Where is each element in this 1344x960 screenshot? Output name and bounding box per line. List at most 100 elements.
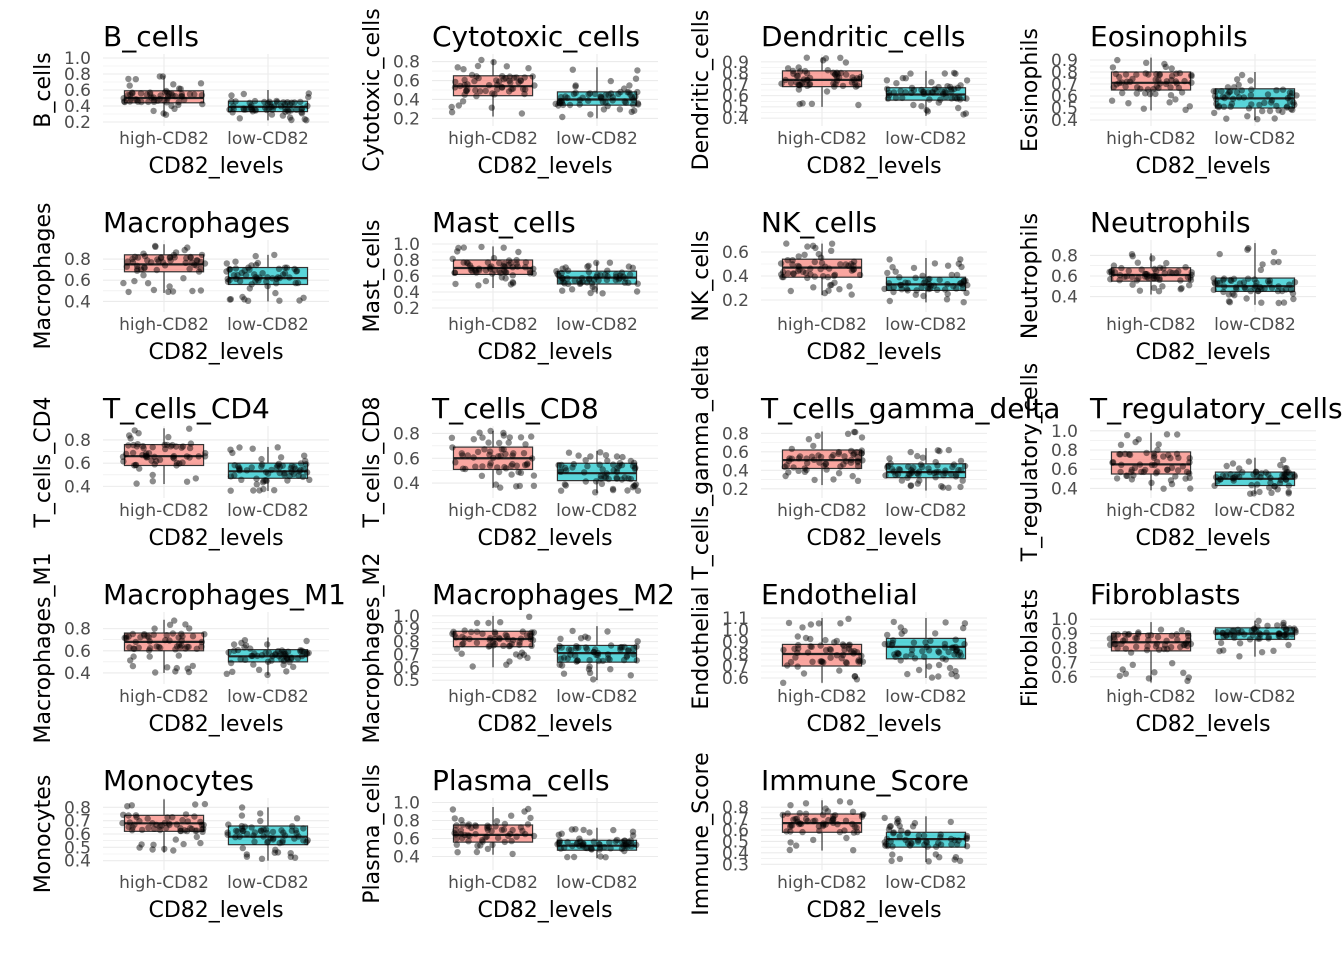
jitter-point [486, 462, 494, 469]
jitter-point [1275, 258, 1282, 266]
jitter-point [508, 640, 515, 648]
jitter-point [593, 651, 600, 659]
jitter-point [492, 823, 499, 830]
jitter-point [846, 283, 853, 290]
jitter-point [1188, 269, 1195, 276]
y-tick-label: 0.6 [1051, 460, 1078, 480]
jitter-point [255, 666, 263, 673]
jitter-point [178, 93, 186, 100]
jitter-point [457, 827, 465, 834]
jitter-point [463, 87, 470, 95]
jitter-point [476, 267, 483, 274]
jitter-point [186, 265, 193, 273]
jitter-point [236, 278, 244, 285]
box-high [781, 70, 863, 88]
jitter-point [914, 452, 921, 460]
jitter-point [1248, 101, 1255, 108]
jitter-point [1155, 288, 1163, 295]
jitter-point [297, 460, 305, 467]
panel-title: T_cells_CD8 [431, 392, 599, 425]
jitter-point [248, 281, 255, 288]
jitter-point [131, 277, 138, 285]
jitter-point [133, 267, 141, 274]
jitter-point [1181, 77, 1188, 85]
jitter-point [950, 283, 957, 290]
jitter-point [133, 443, 141, 450]
jitter-point [623, 653, 630, 660]
jitter-point [618, 269, 626, 276]
jitter-point [473, 73, 480, 80]
jitter-point [902, 89, 909, 96]
jitter-point [176, 460, 183, 467]
jitter-point [963, 77, 971, 84]
jitter-point [165, 288, 172, 295]
jitter-point [841, 646, 848, 653]
jitter-point [1168, 76, 1175, 84]
jitter-point [155, 643, 163, 651]
jitter-point [1229, 95, 1237, 103]
jitter-point [157, 644, 164, 652]
jitter-point [201, 631, 208, 638]
jitter-point [575, 644, 582, 651]
jitter-point [942, 656, 949, 663]
jitter-point [1250, 625, 1258, 632]
jitter-point [827, 646, 835, 654]
jitter-point [1244, 275, 1252, 282]
jitter-point [917, 461, 925, 468]
jitter-point [1167, 268, 1174, 276]
jitter-point [273, 275, 280, 283]
jitter-point [1227, 103, 1234, 110]
jitter-point [1254, 481, 1261, 488]
jitter-point [232, 833, 239, 841]
jitter-point [460, 244, 467, 251]
jitter-point [1235, 81, 1242, 89]
jitter-point [1143, 270, 1151, 278]
jitter-point [229, 109, 236, 116]
jitter-point [898, 282, 905, 289]
jitter-point [1241, 284, 1248, 291]
jitter-point [131, 462, 138, 469]
jitter-point [292, 827, 299, 834]
jitter-point [306, 476, 313, 483]
jitter-point [940, 472, 947, 479]
jitter-point [186, 91, 194, 98]
jitter-point [275, 460, 283, 467]
jitter-point [616, 272, 624, 279]
jitter-point [493, 77, 500, 84]
x-tick-label: low-CD82 [556, 129, 638, 149]
jitter-point [1110, 262, 1118, 269]
jitter-point [794, 663, 801, 670]
jitter-point [1283, 633, 1290, 641]
jitter-point [239, 844, 246, 852]
jitter-point [1186, 474, 1193, 482]
jitter-point [301, 452, 308, 459]
jitter-point [1137, 85, 1144, 93]
jitter-point [630, 459, 638, 467]
jitter-point [569, 464, 576, 471]
jitter-point [941, 644, 949, 651]
jitter-point [920, 292, 927, 300]
jitter-point [278, 647, 286, 654]
jitter-point [454, 64, 461, 71]
jitter-point [1274, 486, 1281, 493]
jitter-point [853, 449, 861, 456]
jitter-point [191, 813, 198, 820]
jitter-point [460, 259, 467, 266]
jitter-point [821, 289, 828, 297]
jitter-point [919, 272, 926, 279]
jitter-point [252, 252, 259, 260]
jitter-point [295, 833, 302, 840]
jitter-point [1145, 275, 1152, 282]
jitter-point [1242, 285, 1249, 292]
jitter-point [172, 249, 180, 256]
jitter-point [1211, 279, 1218, 286]
jitter-point [910, 264, 918, 272]
jitter-point [1230, 84, 1238, 91]
jitter-point [301, 116, 308, 123]
jitter-point [181, 246, 188, 254]
jitter-point [788, 445, 795, 453]
jitter-point [288, 655, 295, 662]
jitter-point [957, 652, 965, 659]
jitter-point [1107, 276, 1114, 283]
jitter-point [472, 267, 480, 275]
